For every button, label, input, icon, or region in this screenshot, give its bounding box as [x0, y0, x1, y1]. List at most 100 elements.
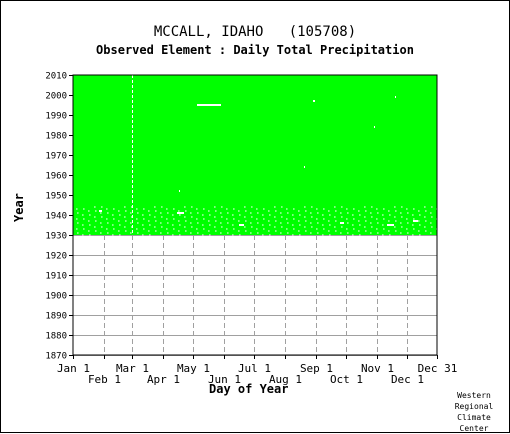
- missing-cell: [341, 206, 343, 208]
- missing-cell: [418, 230, 420, 232]
- missing-cell: [119, 234, 121, 236]
- missing-cell: [400, 212, 402, 214]
- y-tick-label: 1880: [45, 332, 67, 342]
- missing-cell: [250, 222, 252, 224]
- missing-cell: [185, 230, 187, 232]
- missing-cell: [220, 232, 222, 234]
- missing-cell: [280, 222, 282, 224]
- missing-cell: [328, 230, 330, 232]
- missing-cell: [251, 206, 253, 208]
- missing-cell: [388, 220, 390, 222]
- missing-cell: [166, 208, 168, 210]
- missing-cell: [118, 210, 120, 212]
- missing-cell: [335, 230, 337, 232]
- missing-cell: [94, 216, 96, 218]
- missing-cell: [131, 216, 133, 218]
- missing-cell: [268, 210, 270, 212]
- missing-cell: [316, 218, 318, 220]
- missing-cell: [371, 226, 373, 228]
- missing-cell: [208, 220, 210, 222]
- missing-cell: [340, 212, 342, 214]
- missing-cell: [364, 206, 366, 208]
- missing-segment: [99, 210, 102, 212]
- missing-cell: [179, 234, 181, 236]
- missing-cell: [437, 212, 439, 214]
- missing-cell: [190, 212, 192, 214]
- missing-cell: [292, 214, 294, 216]
- x-axis-label: Day of Year: [209, 382, 289, 396]
- missing-cell: [425, 230, 427, 232]
- missing-cell: [346, 208, 348, 210]
- missing-cell: [203, 208, 205, 210]
- missing-cell: [316, 208, 318, 210]
- missing-cell: [395, 220, 397, 222]
- missing-cell: [101, 206, 103, 208]
- missing-cell: [131, 206, 133, 208]
- missing-cell: [167, 212, 169, 214]
- missing-cell: [388, 230, 390, 232]
- missing-cell: [299, 234, 301, 236]
- missing-cell: [245, 220, 247, 222]
- missing-cell: [125, 210, 127, 212]
- missing-cell: [82, 214, 84, 216]
- missing-cell: [400, 222, 402, 224]
- missing-cell: [197, 232, 199, 234]
- missing-cell: [274, 226, 276, 228]
- missing-cell: [274, 216, 276, 218]
- missing-cell: [425, 210, 427, 212]
- missing-cell: [95, 220, 97, 222]
- missing-cell: [113, 228, 115, 230]
- missing-cell: [413, 208, 415, 210]
- missing-cell: [124, 226, 126, 228]
- missing-cell: [221, 216, 223, 218]
- x-tick-label: Dec 1: [391, 373, 424, 386]
- missing-cell: [413, 228, 415, 230]
- chart-title: MCCALL, IDAHO (105708): [153, 24, 357, 40]
- missing-cell: [412, 214, 414, 216]
- missing-cell: [401, 206, 403, 208]
- missing-cell: [382, 234, 384, 236]
- missing-cell: [101, 216, 103, 218]
- missing-cell: [220, 222, 222, 224]
- y-tick-label: 1920: [45, 252, 67, 262]
- missing-cell: [149, 234, 151, 236]
- missing-cell: [190, 232, 192, 234]
- missing-cell: [191, 226, 193, 228]
- missing-cell: [208, 210, 210, 212]
- missing-cell: [370, 222, 372, 224]
- missing-cell: [340, 222, 342, 224]
- missing-cell: [341, 216, 343, 218]
- missing-cell: [196, 228, 198, 230]
- missing-cell: [281, 206, 283, 208]
- missing-cell: [424, 226, 426, 228]
- missing-cell: [227, 212, 229, 214]
- missing-cell: [76, 208, 78, 210]
- missing-cell: [112, 234, 114, 236]
- missing-cell: [287, 232, 289, 234]
- missing-cell: [125, 230, 127, 232]
- missing-cell: [281, 226, 283, 228]
- missing-cell: [112, 224, 114, 226]
- missing-cell: [89, 224, 91, 226]
- missing-cell: [269, 214, 271, 216]
- missing-cell: [215, 220, 217, 222]
- y-tick-label: 2000: [45, 92, 67, 102]
- missing-cell: [137, 222, 139, 224]
- missing-cell: [299, 224, 301, 226]
- missing-cell: [395, 230, 397, 232]
- x-tick-label: Jan 1: [57, 362, 90, 375]
- missing-cell: [292, 234, 294, 236]
- x-tick-label: Dec 31: [418, 362, 458, 375]
- missing-cell: [359, 234, 361, 236]
- missing-cell: [329, 214, 331, 216]
- missing-cell: [383, 208, 385, 210]
- missing-cell: [233, 228, 235, 230]
- x-tick-label: Jul 1: [238, 362, 271, 375]
- missing-cell: [377, 232, 379, 234]
- missing-cell: [89, 214, 91, 216]
- missing-cell: [155, 230, 157, 232]
- missing-cell: [94, 226, 96, 228]
- missing-cell: [257, 212, 259, 214]
- missing-cell: [329, 224, 331, 226]
